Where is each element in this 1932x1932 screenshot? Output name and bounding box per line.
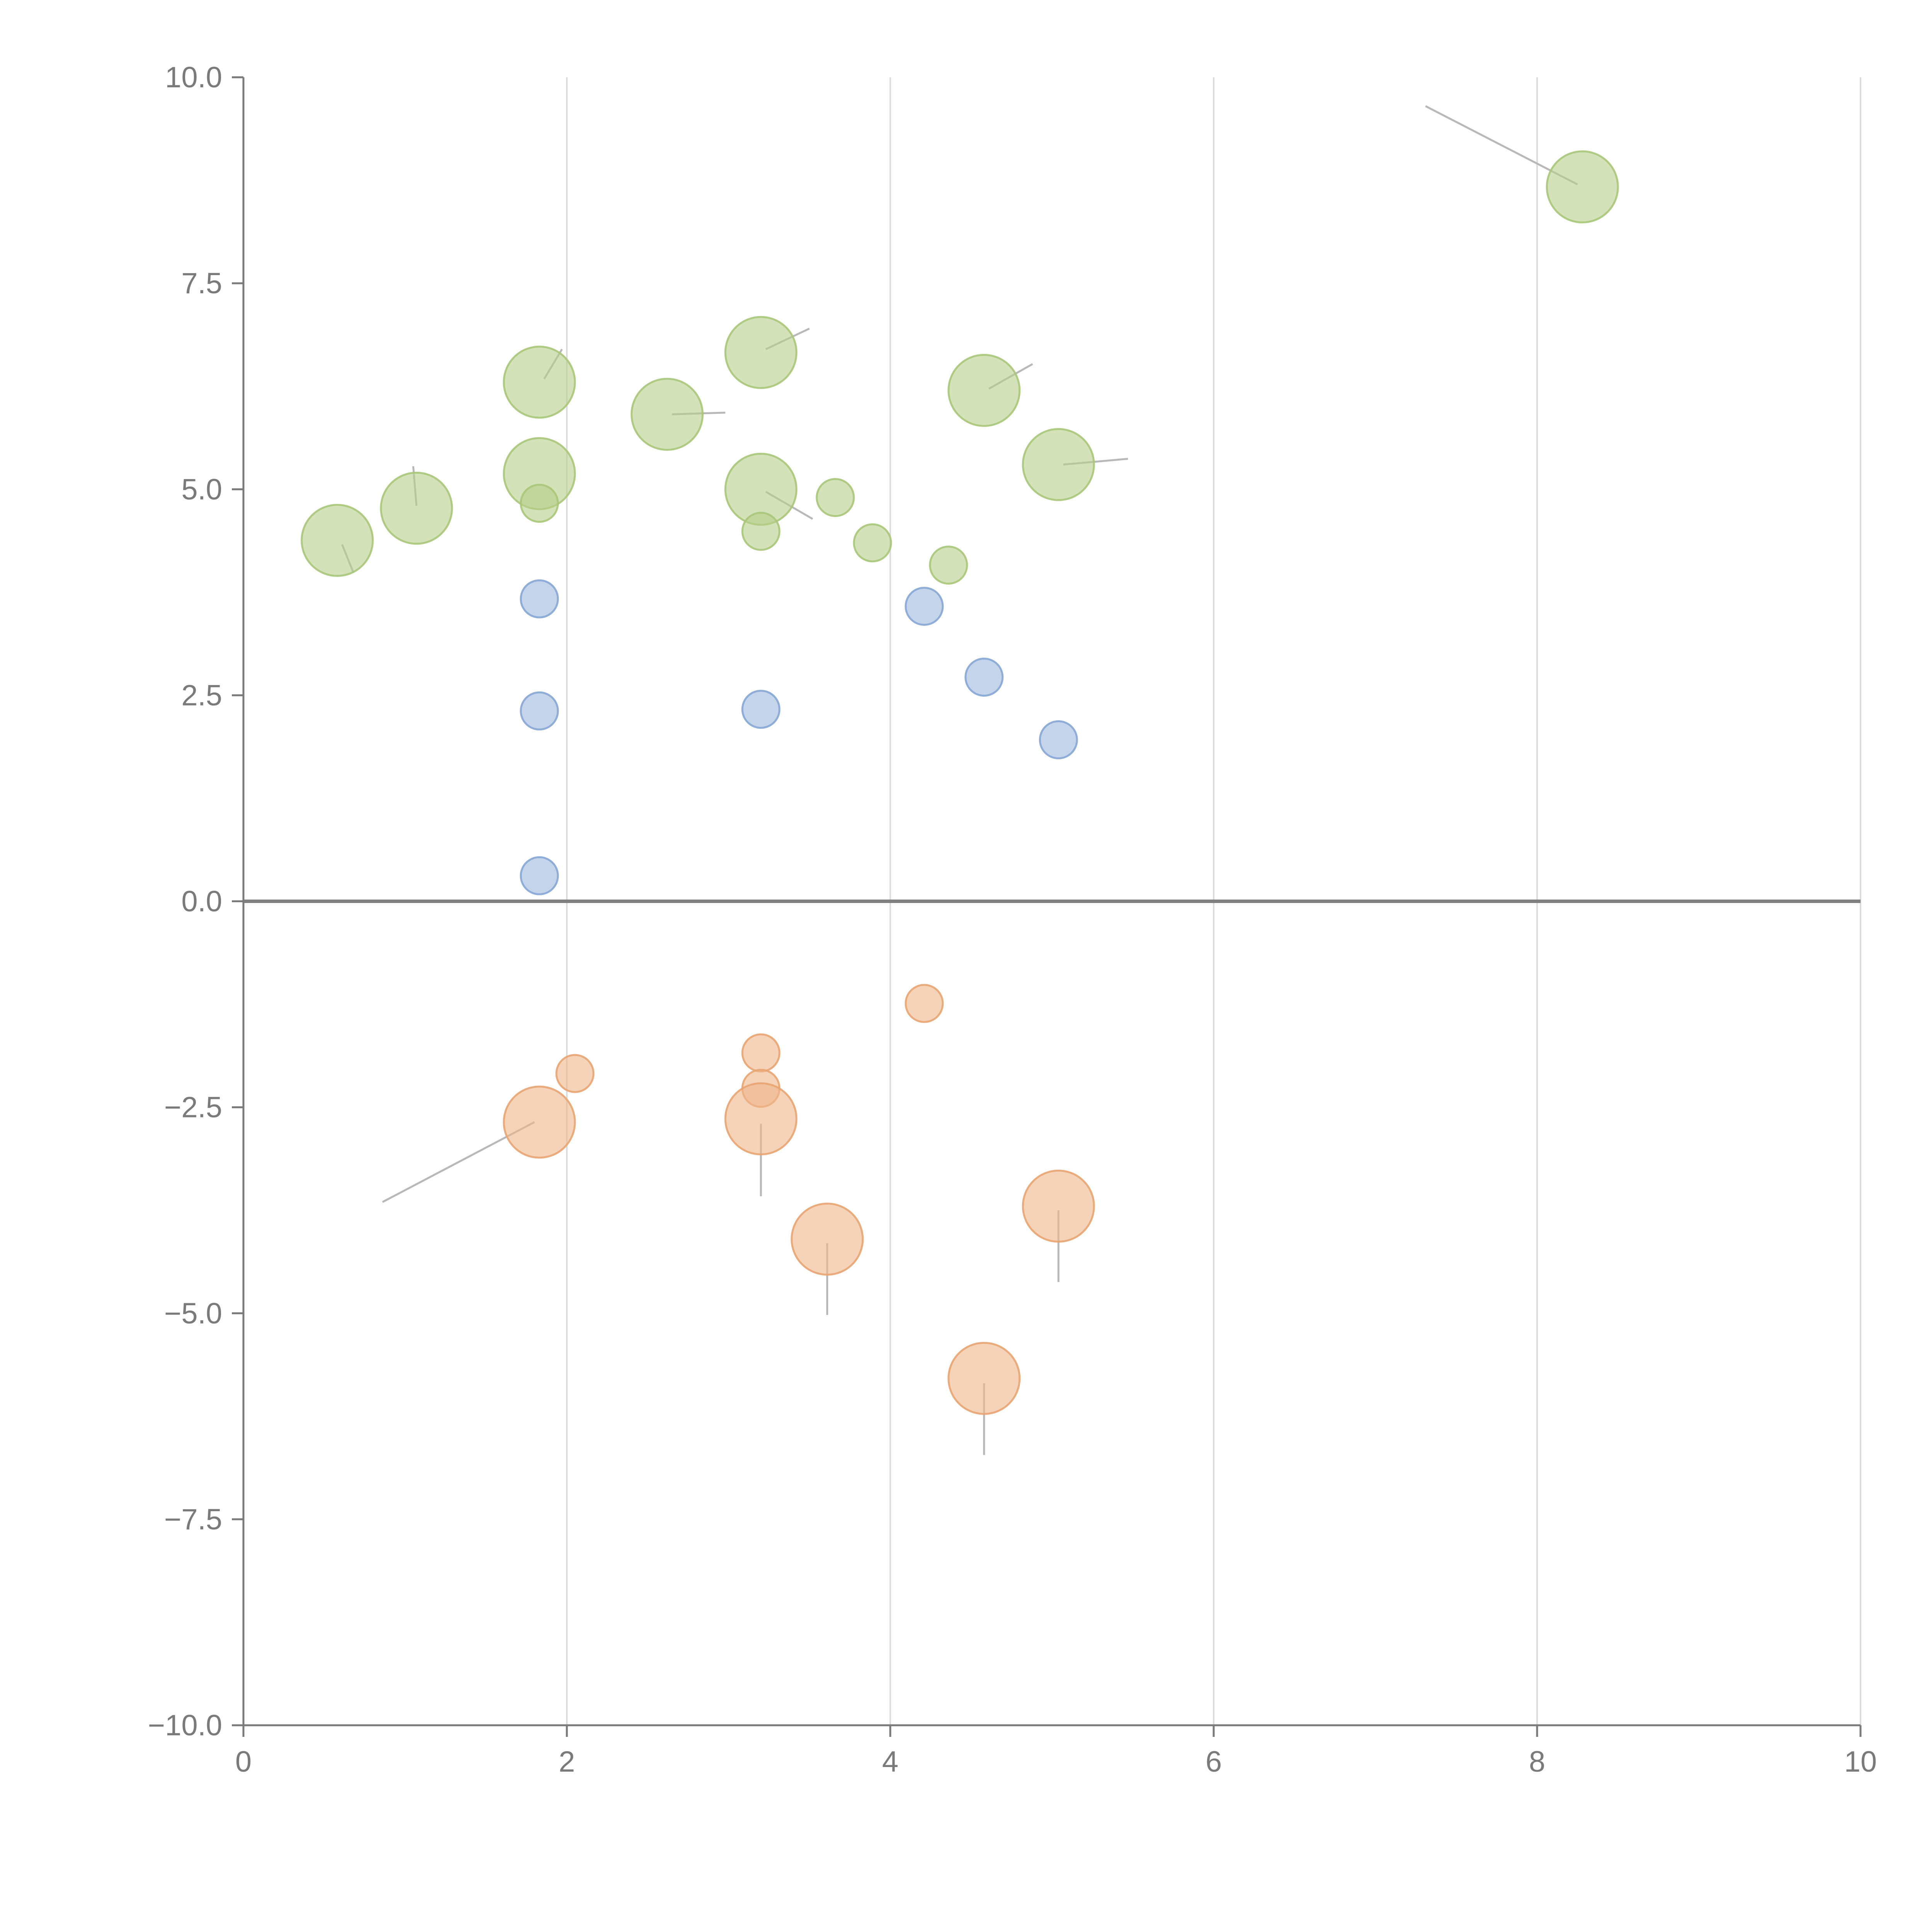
x-tick-label: 4 <box>882 1745 898 1778</box>
y-tick-label: 0.0 <box>181 885 222 918</box>
data-point-orange <box>905 984 944 1023</box>
x-tick-label: 8 <box>1529 1745 1545 1778</box>
data-point-orange <box>555 1054 595 1093</box>
y-tick-label: 10.0 <box>165 61 222 94</box>
data-point-orange <box>947 1342 1021 1415</box>
y-tick-label: 5.0 <box>181 473 222 506</box>
data-points <box>301 150 1619 1415</box>
data-point-green <box>380 471 453 545</box>
data-point-green <box>853 523 892 563</box>
data-point-blue <box>905 587 944 626</box>
data-point-green <box>724 316 798 389</box>
data-point-green <box>741 512 781 551</box>
data-point-orange <box>503 1085 576 1159</box>
data-point-green <box>947 354 1021 427</box>
data-point-blue <box>1039 720 1078 760</box>
y-tick-label: −2.5 <box>164 1091 222 1124</box>
data-point-blue <box>520 691 559 731</box>
y-tick-label: −5.0 <box>164 1297 222 1330</box>
x-tick-label: 2 <box>559 1745 575 1778</box>
x-tick-label: 0 <box>235 1745 252 1778</box>
x-tick-label: 10 <box>1844 1745 1877 1778</box>
data-point-orange <box>741 1033 781 1073</box>
series-green <box>301 150 1619 585</box>
y-tick-label: −7.5 <box>164 1503 222 1536</box>
data-point-green <box>301 503 374 577</box>
data-point-green <box>503 345 576 419</box>
data-point-green <box>520 484 559 523</box>
data-point-orange <box>791 1202 864 1276</box>
x-tick-label: 6 <box>1206 1745 1222 1778</box>
data-point-blue <box>520 856 559 895</box>
data-point-blue <box>520 579 559 619</box>
data-point-blue <box>741 690 781 729</box>
data-point-green <box>816 478 855 517</box>
data-point-green <box>1022 428 1095 501</box>
axes: −10.0 −7.5 −5.0 −2.5 0.0 2.5 5.0 7.5 10.0 0 2 4 6 8 10 <box>148 61 1877 1778</box>
data-point-orange <box>1022 1170 1095 1243</box>
series-blue <box>520 579 1078 895</box>
grid <box>243 77 1861 1725</box>
data-point-green <box>929 545 968 585</box>
y-tick-label: 2.5 <box>181 679 222 712</box>
data-point-orange <box>724 1082 798 1155</box>
series-orange <box>503 984 1095 1415</box>
y-tick-label: 7.5 <box>181 267 222 300</box>
data-point-green <box>1546 150 1619 224</box>
data-point-green <box>630 378 704 451</box>
data-point-blue <box>964 657 1004 697</box>
y-tick-label: −10.0 <box>148 1709 222 1742</box>
leader-lines <box>341 105 1578 1455</box>
